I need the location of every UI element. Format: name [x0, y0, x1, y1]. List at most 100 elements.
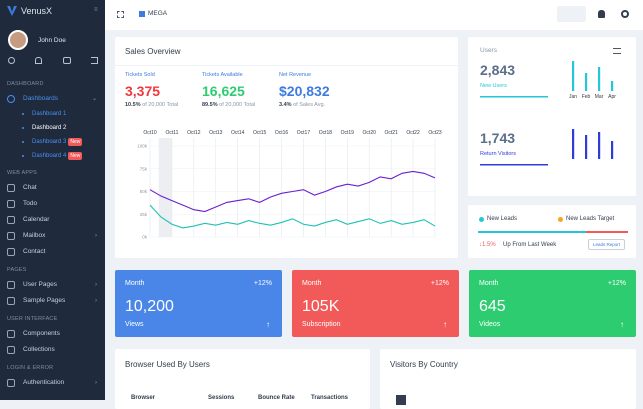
nav-item[interactable]: Chat: [0, 180, 105, 196]
underline: [480, 96, 548, 98]
legend-dot: [558, 217, 563, 222]
caret: ›: [95, 380, 97, 386]
nav-section: DASHBOARD: [7, 81, 44, 87]
mini-bar: [572, 61, 575, 91]
stat-pct: 89.5%: [202, 102, 218, 108]
map-control[interactable]: [396, 395, 406, 405]
nav-label: Collections: [23, 346, 55, 353]
y-tick-label: 75k: [140, 166, 148, 171]
topbar: MEGA: [105, 0, 643, 30]
nav-item[interactable]: Mailbox ›: [0, 228, 105, 244]
change: 1.5%: [482, 242, 496, 248]
y-tick-label: 0k: [142, 235, 148, 240]
nav-subitem[interactable]: Dashboard 1: [0, 107, 105, 121]
column-header: Sessions: [208, 395, 235, 401]
nav-item[interactable]: Authentication ›: [0, 375, 105, 391]
tile-value: 10,200: [125, 298, 174, 315]
nav-label: Components: [23, 330, 60, 337]
bell-icon[interactable]: [35, 57, 43, 64]
nav-icon: [7, 216, 15, 224]
chat-icon[interactable]: [62, 57, 71, 64]
x-tick-label: Oct20: [363, 130, 377, 136]
nav-label: Dashboard 3: [32, 139, 67, 145]
tile-arrow: ↑: [266, 320, 270, 329]
stat-pct: 3.4%: [279, 102, 292, 108]
fullscreen-icon[interactable]: [117, 11, 124, 18]
y-tick-label: 25k: [140, 212, 148, 217]
stat-tile: Month +12% 645 Videos ↑: [469, 270, 636, 337]
nav-item[interactable]: Contact: [0, 244, 105, 260]
user-name[interactable]: John Doe: [38, 37, 66, 44]
nav-label: Contact: [23, 248, 46, 255]
caret: ›: [95, 282, 97, 288]
metric-label: New Users: [480, 83, 507, 89]
nav-subitem[interactable]: Dashboard 3 New: [0, 135, 105, 149]
nav-item[interactable]: Sample Pages ›: [0, 293, 105, 309]
x-tick-label: Oct21: [384, 130, 398, 136]
nav-icon: [7, 232, 15, 240]
nav-section: USER INTERFACE: [7, 316, 58, 322]
stat-label: Tickets Available: [202, 72, 243, 78]
month-label: Mar: [595, 94, 604, 100]
x-tick-label: Oct14: [231, 130, 245, 136]
nav-item[interactable]: Components: [0, 326, 105, 342]
collapse[interactable]: ≡: [94, 7, 98, 13]
nav-icon: [7, 248, 15, 256]
leads-button[interactable]: Leads Report: [588, 239, 625, 250]
leads-target-label: New Leads Target: [566, 216, 615, 222]
avatar[interactable]: [8, 30, 28, 50]
nav-section: PAGES: [7, 267, 27, 273]
nav-label: Todo: [23, 200, 38, 207]
column-header: Browser: [131, 395, 156, 401]
tile-change: +12%: [430, 280, 449, 287]
mini-bar: [572, 129, 575, 159]
nav-label: Authentication: [23, 379, 65, 386]
caret: ›: [95, 233, 97, 239]
nav-subitem[interactable]: Dashboard 4 New: [0, 149, 105, 163]
nav-item[interactable]: Todo: [0, 196, 105, 212]
divider: [115, 65, 458, 66]
nav-item[interactable]: User Pages ›: [0, 277, 105, 293]
stat-label: Net Revenue: [279, 72, 312, 78]
y-tick-label: 100k: [137, 144, 148, 149]
column-header: Bounce Rate: [258, 395, 295, 401]
settings-icon[interactable]: [621, 10, 629, 18]
search-icon[interactable]: [8, 57, 15, 64]
bell-icon[interactable]: [598, 10, 605, 18]
mega-menu[interactable]: MEGA: [148, 10, 168, 17]
search-box[interactable]: [557, 6, 586, 22]
stat-text: of 20,000 Total: [219, 102, 256, 108]
sales-chart: Oct10 Oct11 Oct12 Oct13 Oct14 Oct15 Oct16 Oct17…: [137, 130, 442, 240]
sales-card: Sales Overview Oct10 Oct11 Oct12 Oct13 Oct14…: [115, 37, 458, 258]
tile-change: +12%: [607, 280, 626, 287]
nav-item[interactable]: Collections: [0, 342, 105, 358]
nav-section: LOGIN & ERROR: [7, 365, 54, 371]
nav-item[interactable]: Calendar: [0, 212, 105, 228]
series-line: [149, 170, 436, 213]
x-tick-label: Oct16: [275, 130, 289, 136]
nav-item[interactable]: Dashboards ⌄: [0, 91, 105, 107]
month-label: Feb: [582, 94, 591, 100]
nav-icon: [7, 297, 15, 305]
metric-value: 1,743: [480, 130, 516, 146]
change-value: ↓1.5%: [479, 242, 496, 248]
nav-label: User Pages: [23, 281, 57, 288]
stat-note: 10.5% of 20,000 Total: [125, 102, 178, 108]
nav-icon: [7, 200, 15, 208]
menu-icon[interactable]: [613, 48, 621, 54]
nav-label: Dashboard 4: [32, 153, 67, 159]
caret: ⌄: [91, 96, 97, 102]
stat-tile: Month +12% 10,200 Views ↑: [115, 270, 282, 337]
browser-card: Browser Used By Users Browser Sessions Bou…: [115, 349, 370, 409]
x-tick-label: Oct22: [406, 130, 420, 136]
y-tick-label: 50k: [140, 189, 148, 194]
logo: [7, 6, 17, 16]
x-tick-label: Oct12: [187, 130, 201, 136]
nav: DASHBOARD Dashboards ⌄ Dashboard 1 Dashboard…: [0, 74, 105, 391]
mega-icon[interactable]: [139, 11, 145, 17]
card-title: Sales Overview: [125, 47, 181, 56]
series-line: [149, 204, 436, 229]
nav-subitem[interactable]: Dashboard 2: [0, 121, 105, 135]
tile-period: Month: [302, 280, 322, 287]
logout-icon[interactable]: [90, 57, 98, 64]
